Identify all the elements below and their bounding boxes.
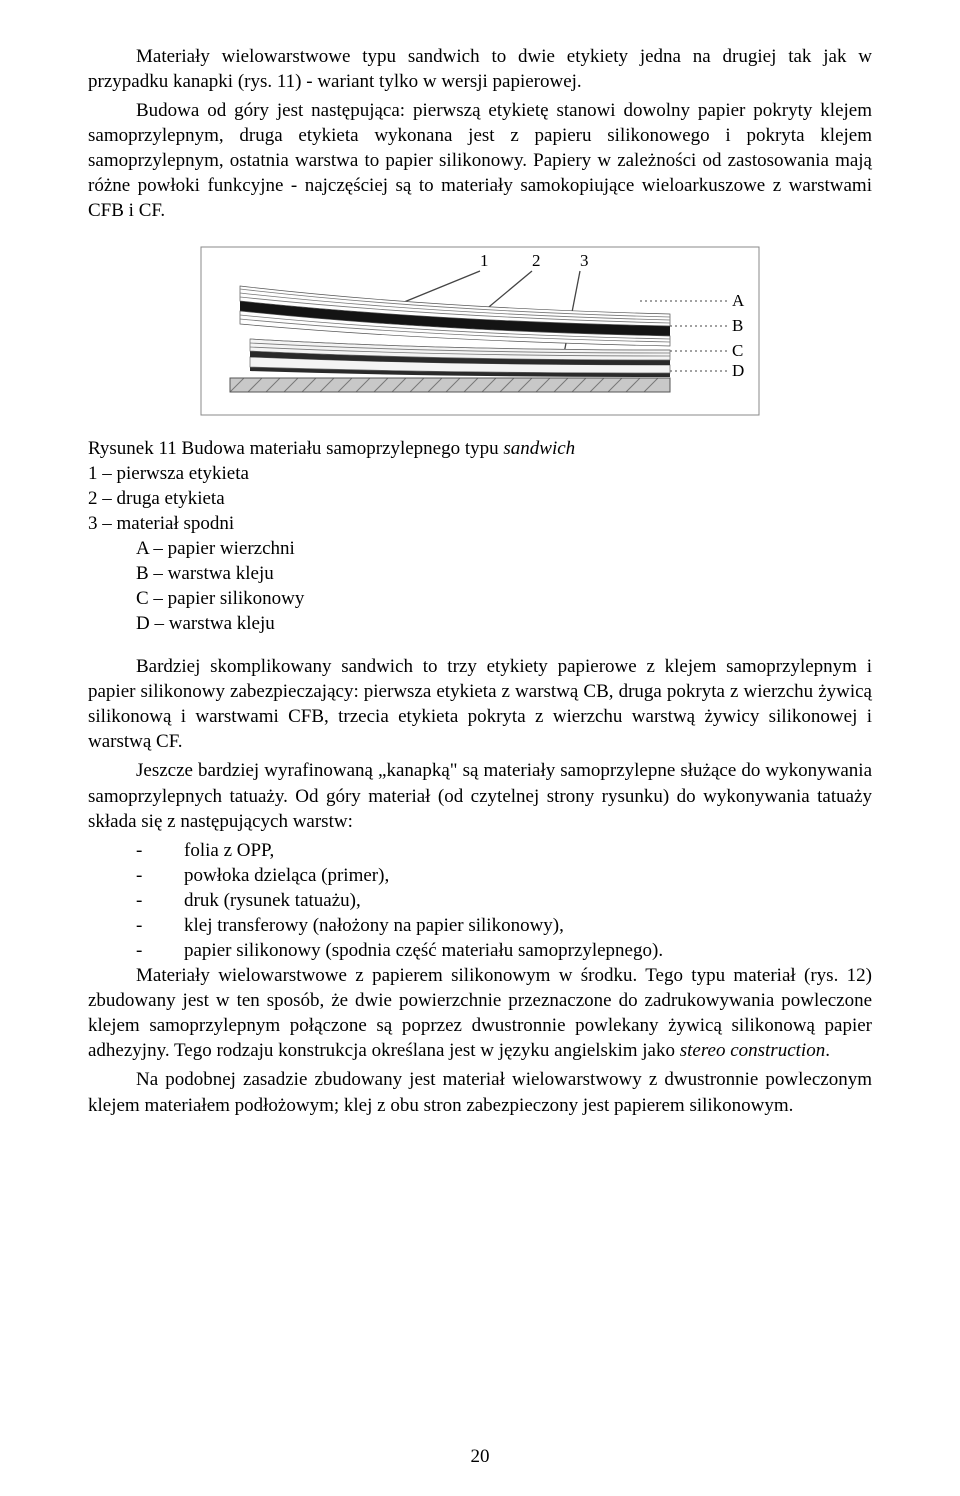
paragraph-6: Na podobnej zasadzie zbudowany jest mate…: [88, 1067, 872, 1117]
fig-label-b: B: [732, 316, 743, 335]
figure-11-caption: Rysunek 11 Budowa materiału samoprzylepn…: [88, 436, 872, 637]
list-item-text: powłoka dzieląca (primer),: [184, 863, 389, 888]
list-item: -folia z OPP,: [136, 838, 872, 863]
paragraph-2: Budowa od góry jest następująca: pierwsz…: [88, 98, 872, 223]
caption-line-2: 2 – druga etykieta: [88, 486, 872, 511]
figure-11: 1 2 3 A B C D: [200, 246, 760, 416]
list-item: -powłoka dzieląca (primer),: [136, 863, 872, 888]
page-number: 20: [88, 1446, 872, 1468]
list-item-text: folia z OPP,: [184, 838, 274, 863]
fig-label-c: C: [732, 341, 743, 360]
caption-line-a: A – papier wierzchni: [136, 536, 872, 561]
list-item-text: klej transferowy (nałożony na papier sil…: [184, 913, 564, 938]
sandwich-diagram: 1 2 3 A B C D: [200, 246, 760, 416]
paragraph-5-c: .: [825, 1040, 830, 1061]
fig-label-a: A: [732, 291, 745, 310]
caption-line-3: 3 – materiał spodni: [88, 511, 872, 536]
caption-title: Rysunek 11 Budowa materiału samoprzylepn…: [88, 438, 503, 459]
list-item-text: papier silikonowy (spodnia część materia…: [184, 938, 663, 963]
list-item: -klej transferowy (nałożony na papier si…: [136, 913, 872, 938]
caption-line-d: D – warstwa kleju: [136, 611, 872, 636]
caption-title-italic: sandwich: [503, 438, 575, 459]
caption-line-b: B – warstwa kleju: [136, 561, 872, 586]
fig-label-1: 1: [480, 251, 489, 270]
list-item-text: druk (rysunek tatuażu),: [184, 888, 361, 913]
caption-line-c: C – papier silikonowy: [136, 586, 872, 611]
paragraph-1: Materiały wielowarstwowe typu sandwich t…: [88, 44, 872, 94]
fig-label-3: 3: [580, 251, 589, 270]
paragraph-4: Jeszcze bardziej wyrafinowaną „kanapką" …: [88, 758, 872, 833]
paragraph-5-italic: stereo construction: [680, 1040, 825, 1061]
layer-list: -folia z OPP, -powłoka dzieląca (primer)…: [136, 838, 872, 963]
list-item: -druk (rysunek tatuażu),: [136, 888, 872, 913]
fig-label-2: 2: [532, 251, 541, 270]
caption-line-1: 1 – pierwsza etykieta: [88, 461, 872, 486]
list-item: -papier silikonowy (spodnia część materi…: [136, 938, 872, 963]
paragraph-3: Bardziej skomplikowany sandwich to trzy …: [88, 654, 872, 754]
page: Materiały wielowarstwowe typu sandwich t…: [0, 0, 960, 1496]
paragraph-5: Materiały wielowarstwowe z papierem sili…: [88, 963, 872, 1063]
fig-label-d: D: [732, 361, 744, 380]
